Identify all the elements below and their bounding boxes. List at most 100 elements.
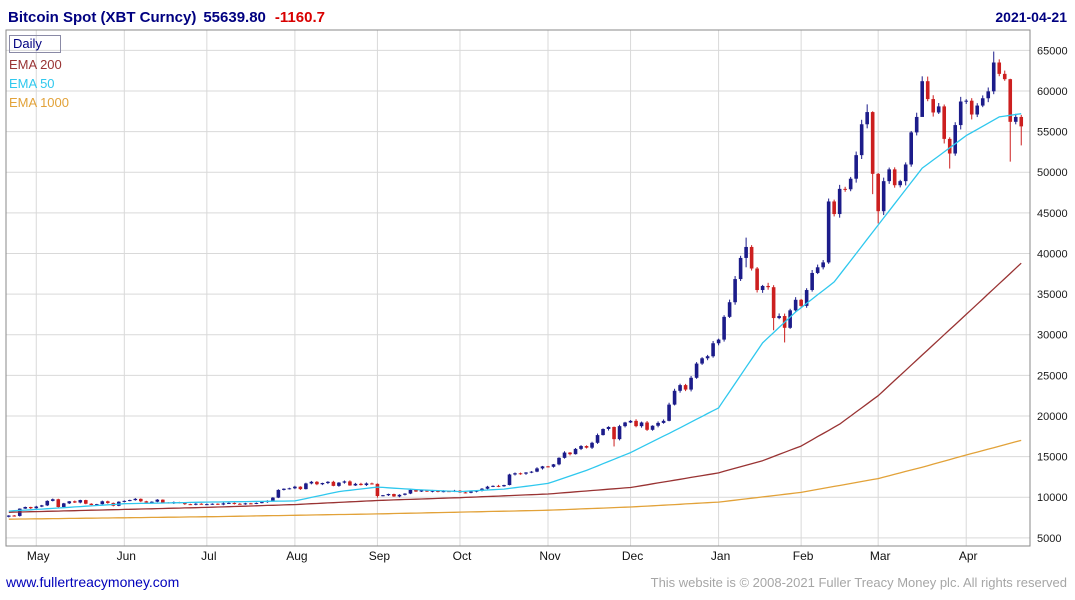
candle-body: [260, 502, 264, 504]
candle-body: [337, 482, 341, 486]
candle-body: [441, 491, 446, 493]
candle-body: [661, 420, 666, 423]
candle-body: [342, 481, 347, 483]
candle-body: [601, 428, 605, 436]
candle-body: [375, 483, 380, 497]
candle-body: [738, 257, 743, 280]
candle-body: [392, 493, 396, 497]
candle-body: [843, 188, 847, 190]
candle-body: [513, 473, 517, 475]
candle-body: [799, 299, 803, 306]
candle-body: [920, 81, 924, 117]
legend-ema-200: EMA 200: [9, 57, 69, 72]
candle-body: [249, 503, 253, 505]
legend-ema-200-label: EMA 200: [9, 57, 62, 72]
candle-body: [72, 501, 77, 503]
candle-body: [496, 485, 501, 487]
candle-body: [78, 500, 83, 503]
x-axis-label: Nov: [539, 549, 560, 563]
candle-body: [595, 435, 600, 443]
candle-body: [656, 422, 660, 426]
y-axis-label: 65000: [1037, 45, 1068, 57]
x-axis-label: Jul: [201, 549, 216, 563]
candle-body: [760, 285, 765, 291]
chart-canvas[interactable]: 5000 10000 15000 20000 25000 30000 35000 40000 4…: [0, 28, 1075, 572]
candle-body: [925, 81, 930, 100]
candle-body: [94, 504, 99, 506]
candle-body: [194, 503, 198, 505]
candle-body: [634, 420, 638, 427]
last-price: 55639.80: [203, 8, 266, 26]
candle-body: [23, 506, 28, 509]
candle-body: [463, 492, 468, 494]
legend-daily-label: Daily: [13, 36, 42, 51]
candle-body: [518, 473, 523, 475]
y-axis-label: 25000: [1037, 370, 1068, 382]
candle-body: [139, 498, 143, 502]
candle-body: [942, 106, 947, 139]
candle-body: [683, 385, 688, 390]
candle-body: [837, 188, 842, 215]
website-link[interactable]: www.fullertreacymoney.com: [6, 574, 180, 590]
candle-body: [287, 488, 292, 490]
candle-body: [408, 489, 413, 494]
candle-body: [227, 502, 231, 504]
candle-body: [293, 486, 297, 489]
chart-legend: Daily EMA 200 EMA 50 EMA 1000: [9, 35, 69, 110]
candle-body: [766, 285, 770, 288]
candle-body: [205, 504, 209, 506]
candle-body: [689, 377, 693, 390]
candle-body: [705, 356, 710, 359]
candle-body: [749, 246, 754, 269]
instrument-title: Bitcoin Spot (XBT Curncy): [8, 8, 197, 26]
candle-body: [931, 99, 936, 113]
legend-ema-1000-label: EMA 1000: [9, 95, 69, 110]
x-axis-label: May: [27, 549, 50, 563]
candle-body: [535, 468, 539, 472]
candle-body: [557, 457, 561, 465]
candle-body: [953, 125, 958, 154]
price-change: -1160.7: [274, 8, 325, 26]
chart-header: Bitcoin Spot (XBT Curncy) 55639.80 -1160…: [0, 0, 1075, 28]
candle-body: [540, 466, 545, 469]
candle-body: [122, 500, 127, 502]
candle-body: [628, 420, 633, 423]
candle-body: [34, 506, 39, 509]
candle-body: [524, 472, 528, 474]
candle-body: [430, 490, 435, 492]
plot-border: [5, 29, 1031, 547]
y-axis-label: 15000: [1037, 452, 1068, 464]
candle-body: [947, 138, 952, 154]
candle-body: [650, 425, 655, 430]
y-axis-label: 5000: [1037, 533, 1061, 545]
candle-body: [551, 464, 556, 467]
candle-body: [639, 422, 644, 427]
candle-body: [276, 489, 281, 498]
candle-body: [155, 499, 160, 502]
candle-body: [232, 502, 237, 504]
candle-body: [1013, 116, 1018, 122]
candle-body: [975, 105, 980, 115]
candle-body: [331, 481, 336, 486]
candle-body: [485, 486, 490, 489]
x-axis-label: Mar: [870, 549, 891, 563]
candle-body: [298, 486, 303, 490]
price-chart[interactable]: 5000 10000 15000 20000 25000 30000 35000 40000 4…: [0, 28, 1075, 572]
candle-body: [381, 495, 385, 497]
candle-body: [771, 287, 776, 319]
x-axis-label: Sep: [369, 549, 391, 563]
candle-body: [733, 279, 737, 303]
candle-body: [909, 132, 913, 165]
candle-body: [397, 494, 402, 497]
candle-body: [353, 483, 358, 486]
x-axis-label: Apr: [959, 549, 978, 563]
candlestick-series: [6, 51, 1024, 518]
candle-body: [612, 426, 616, 440]
candle-body: [645, 422, 649, 430]
candle-body: [898, 181, 902, 186]
candle-body: [667, 404, 671, 421]
candle-body: [892, 169, 897, 186]
candle-body: [716, 339, 721, 344]
candle-body: [936, 106, 941, 113]
